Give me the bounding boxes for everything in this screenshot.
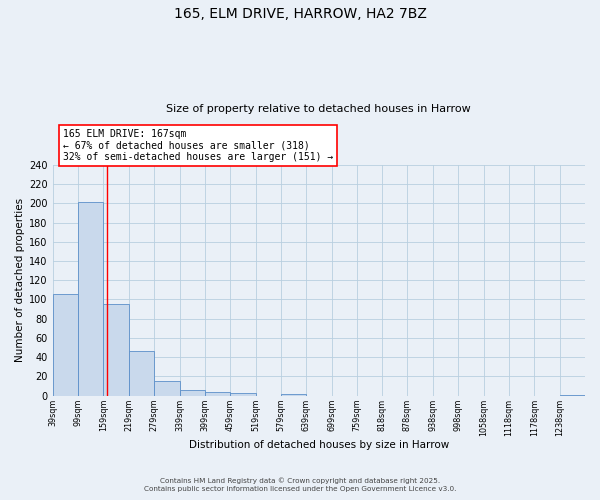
Bar (205, 392, 230, 396)
Title: Size of property relative to detached houses in Harrow: Size of property relative to detached ho… (166, 104, 471, 114)
Text: 165, ELM DRIVE, HARROW, HA2 7BZ: 165, ELM DRIVE, HARROW, HA2 7BZ (173, 8, 427, 22)
Bar (53, 294, 78, 396)
Bar (281, 394, 307, 396)
Y-axis label: Number of detached properties: Number of detached properties (15, 198, 25, 362)
Bar (154, 381, 179, 396)
X-axis label: Distribution of detached houses by size in Harrow: Distribution of detached houses by size … (189, 440, 449, 450)
Bar (560, 394, 585, 396)
Bar (103, 304, 129, 396)
Bar (179, 390, 205, 396)
Text: Contains HM Land Registry data © Crown copyright and database right 2025.
Contai: Contains HM Land Registry data © Crown c… (144, 478, 456, 492)
Bar (230, 393, 256, 396)
Bar (78, 202, 103, 396)
Text: 165 ELM DRIVE: 167sqm
← 67% of detached houses are smaller (318)
32% of semi-det: 165 ELM DRIVE: 167sqm ← 67% of detached … (63, 130, 334, 162)
Bar (129, 352, 154, 396)
